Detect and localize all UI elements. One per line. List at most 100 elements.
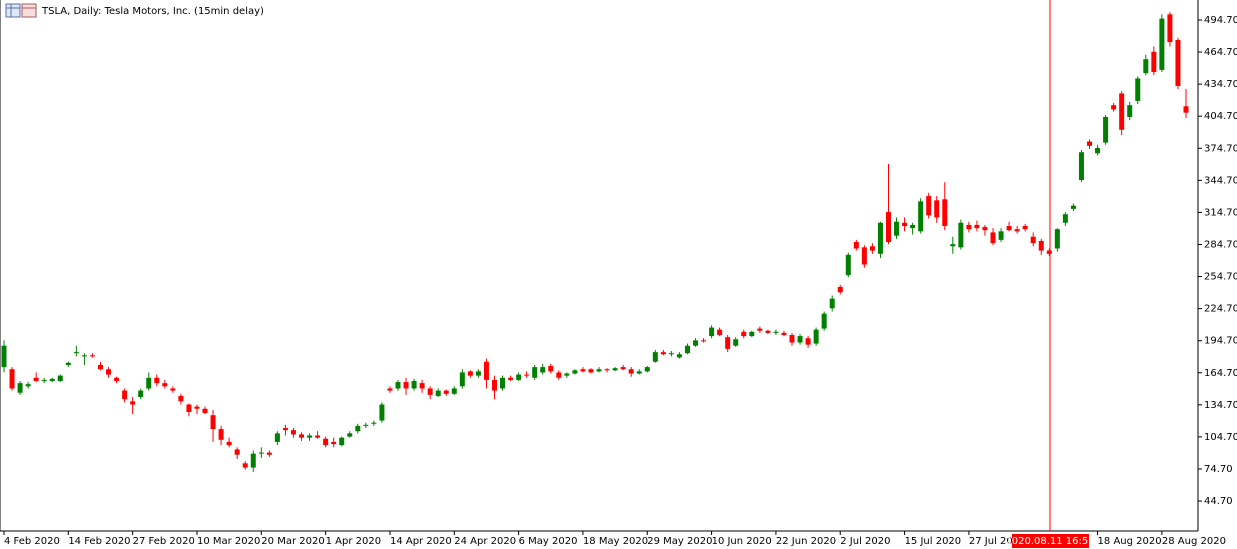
candle-body [307, 435, 313, 438]
chart-title: TSLA, Daily: Tesla Motors, Inc. (15min d… [41, 6, 264, 17]
candle-body [644, 367, 650, 372]
candle-body [693, 340, 699, 346]
candle-body [998, 231, 1004, 240]
candle-body [146, 377, 152, 389]
y-tick-label: 464.70 [1204, 47, 1237, 58]
candle-body [717, 329, 723, 336]
candle-body [966, 224, 972, 230]
candle-body [178, 395, 184, 402]
candle-body [1062, 214, 1068, 223]
candle-body [483, 361, 489, 380]
candle-body [194, 406, 200, 409]
candle-body [757, 328, 763, 331]
candle-body [73, 352, 79, 354]
y-tick-label: 74.70 [1204, 464, 1233, 475]
candle-body [387, 388, 393, 391]
candle-body [516, 374, 522, 380]
candle-body [749, 331, 755, 337]
candle-body [564, 373, 570, 376]
y-tick-label: 254.70 [1204, 272, 1237, 283]
candle-body [910, 224, 916, 229]
candle-body [580, 369, 586, 372]
candle-body [17, 383, 23, 393]
candle-body [339, 437, 345, 446]
candle-body [1054, 229, 1060, 249]
candle-body [869, 246, 875, 251]
x-tick-label: 18 May 2020 [583, 536, 648, 547]
candle-body [1022, 225, 1028, 230]
candle-body [299, 434, 305, 438]
candle-body [114, 377, 120, 381]
y-tick-label: 194.70 [1204, 336, 1237, 347]
y-tick-label: 104.70 [1204, 432, 1237, 443]
candle-body [902, 222, 908, 226]
y-tick-label: 374.70 [1204, 143, 1237, 154]
candle-body [154, 377, 160, 384]
candle-body [57, 375, 63, 381]
candle-body [942, 199, 948, 226]
x-tick-label: 15 Jul 2020 [905, 536, 962, 547]
candle-body [1038, 240, 1044, 251]
candle-body [475, 371, 481, 376]
candle-body [741, 331, 747, 337]
candle-body [845, 254, 851, 276]
candle-body [266, 452, 272, 455]
candle-body [1143, 59, 1149, 74]
candle-body [323, 438, 329, 446]
x-tick-label: 10 Mar 2020 [197, 536, 260, 547]
candle-body [1183, 106, 1189, 113]
candle-body [395, 382, 401, 389]
candle-body [918, 201, 924, 232]
y-tick-label: 314.70 [1204, 207, 1237, 218]
candle-body [805, 338, 811, 345]
candle-body [1175, 39, 1181, 86]
candle-body [290, 430, 296, 435]
candle-body [170, 388, 176, 391]
candle-body [789, 335, 795, 343]
candle-body [684, 345, 690, 354]
candle-body [435, 390, 441, 396]
candle-body [765, 330, 771, 333]
candle-body [371, 422, 377, 424]
candle-body [138, 390, 144, 398]
crosshair-label-box [1012, 534, 1089, 548]
candle-body [347, 433, 353, 437]
candle-body [877, 222, 883, 254]
candle-body [89, 355, 95, 357]
candle-body [403, 382, 409, 389]
crosshair-label: 2020.08.11 16:50 [1005, 536, 1094, 547]
candle-body [363, 424, 369, 426]
x-tick-label: 1 Apr 2020 [326, 536, 381, 547]
candle-body [1014, 229, 1020, 232]
candle-body [596, 369, 602, 372]
candle-body [660, 352, 666, 355]
x-tick-label: 18 Aug 2020 [1098, 536, 1162, 547]
candle-body [773, 331, 779, 333]
candle-body [1087, 141, 1093, 146]
x-tick-label: 27 Jul 2020 [969, 536, 1026, 547]
candle-body [443, 390, 449, 394]
candle-body [1135, 78, 1141, 101]
candle-body [315, 435, 321, 438]
candle-body [210, 415, 216, 430]
candle-body [950, 244, 956, 247]
candle-body [934, 200, 940, 218]
candle-body [604, 369, 610, 371]
candle-body [130, 401, 136, 405]
candle-body [829, 298, 835, 309]
candle-body [958, 222, 964, 248]
candle-body [282, 428, 288, 431]
candle-body [459, 372, 465, 387]
candle-body [274, 433, 280, 442]
candle-body [556, 372, 562, 378]
candle-body [49, 378, 55, 381]
candle-body [1119, 93, 1125, 130]
candle-body [861, 247, 867, 265]
candle-body [1078, 152, 1084, 181]
candle-body [25, 384, 31, 387]
candle-body [1159, 18, 1165, 70]
candle-body [1151, 51, 1157, 73]
y-tick-label: 434.70 [1204, 79, 1237, 90]
